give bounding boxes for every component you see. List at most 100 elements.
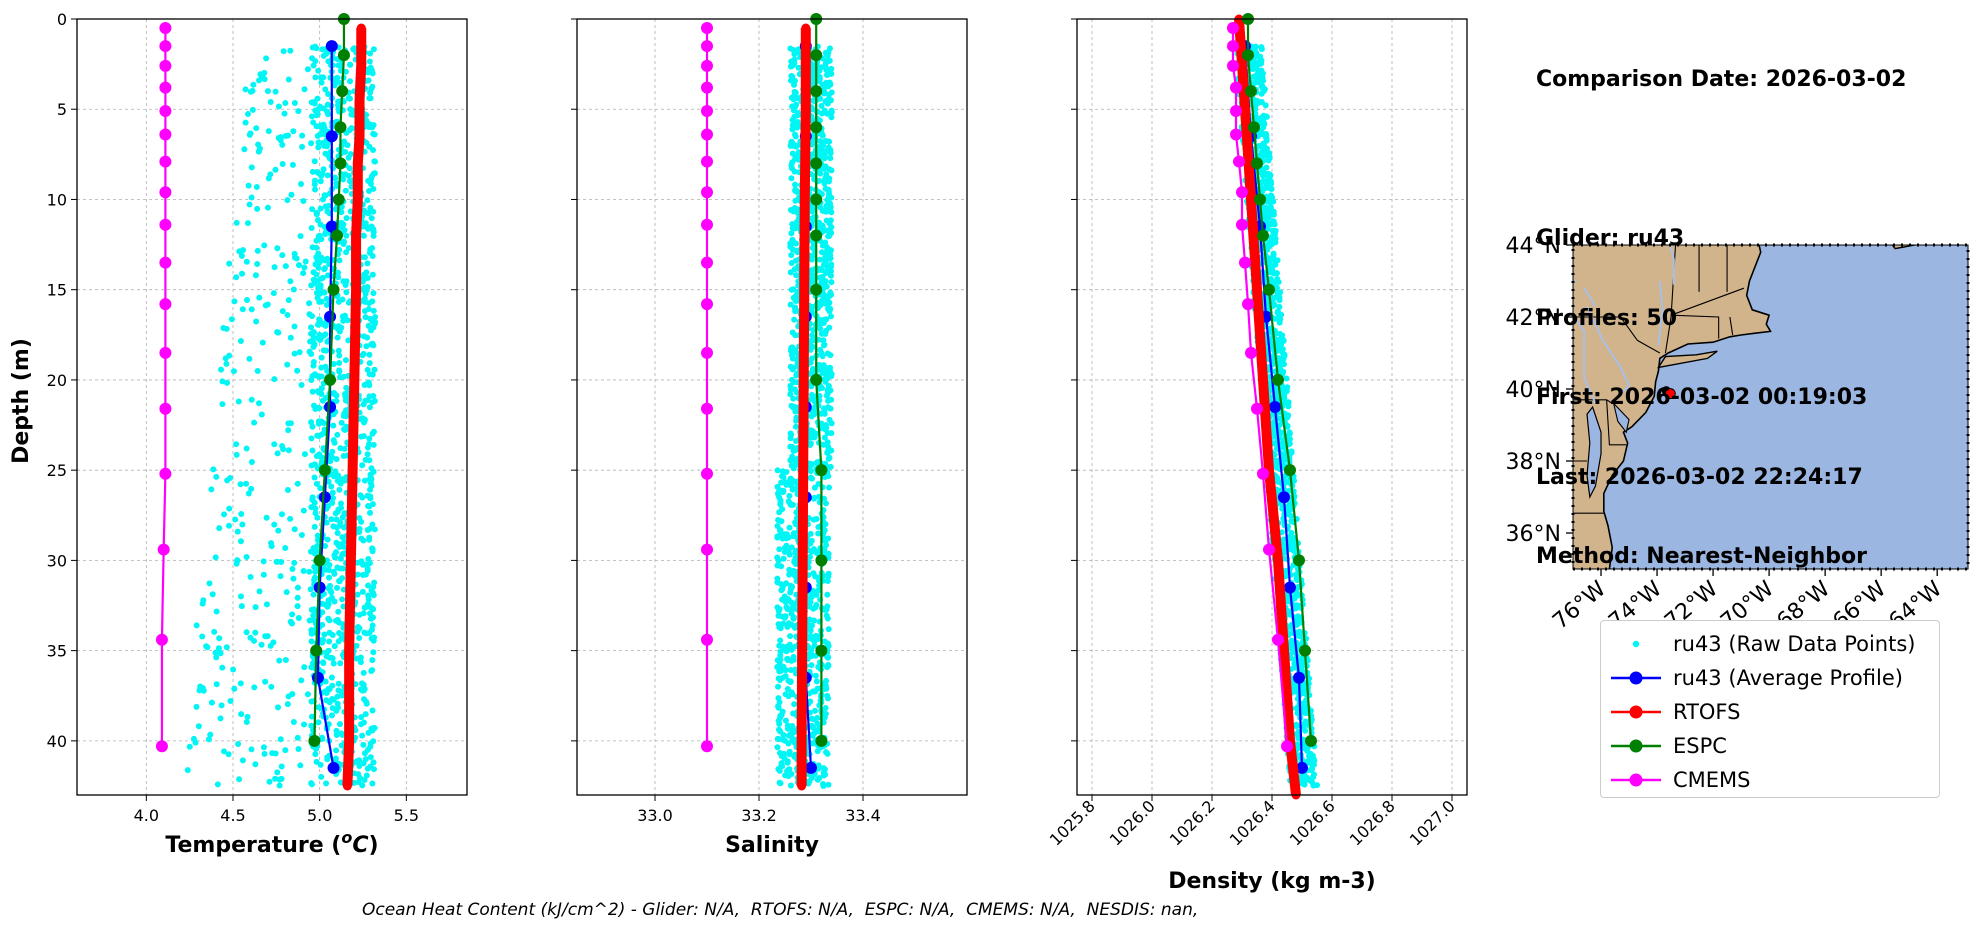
raw-data-point [336, 629, 343, 636]
raw-data-point [1297, 633, 1304, 640]
raw-data-point [369, 253, 376, 260]
series-line-rtofs [796, 28, 811, 786]
raw-data-point [328, 712, 335, 719]
raw-data-point [322, 566, 329, 573]
raw-data-point [1263, 205, 1270, 212]
chart-legend: ru43 (Raw Data Points) ru43 (Average Prof… [1600, 620, 1940, 798]
raw-data-point [327, 458, 334, 465]
raw-data-point [343, 289, 350, 296]
series-marker-cmems [701, 740, 713, 753]
raw-data-point [807, 530, 814, 537]
raw-data-point [792, 423, 799, 430]
series-marker-cmems [1227, 22, 1239, 35]
info-line: First: 2026-03-02 00:19:03 [1536, 385, 1868, 410]
raw-data-point [345, 337, 352, 344]
raw-data-point [819, 222, 826, 229]
raw-data-point [824, 265, 831, 272]
raw-data-point [243, 297, 250, 304]
raw-data-point [372, 158, 379, 165]
raw-data-point [783, 648, 790, 655]
raw-data-point [309, 206, 316, 213]
raw-data-point [213, 473, 220, 480]
raw-data-point [268, 683, 275, 690]
raw-data-point [340, 317, 347, 324]
raw-data-point [341, 524, 348, 531]
raw-data-point [336, 352, 343, 359]
raw-data-point [369, 83, 376, 90]
series-marker-cmems [1230, 81, 1242, 94]
series-marker-espc [337, 49, 350, 62]
raw-data-point [279, 141, 286, 148]
raw-data-point [313, 758, 320, 765]
raw-data-point [289, 611, 296, 618]
raw-data-point [360, 741, 367, 748]
raw-data-point [786, 750, 793, 757]
raw-data-point [357, 654, 364, 661]
raw-data-point [339, 313, 346, 320]
raw-data-point [370, 342, 377, 349]
raw-data-point [367, 615, 374, 622]
series-marker-cmems [159, 40, 172, 53]
raw-data-point [313, 123, 320, 130]
legend-item-raw: ru43 (Raw Data Points) [1601, 627, 1939, 661]
raw-data-point [290, 718, 297, 725]
raw-data-point [370, 121, 377, 128]
raw-data-point [212, 649, 219, 656]
raw-data-point [776, 527, 783, 534]
raw-data-point [333, 727, 340, 734]
series-marker-cmems [1227, 40, 1239, 53]
raw-data-point [1270, 218, 1277, 225]
raw-data-point [360, 232, 367, 239]
raw-data-point [260, 744, 267, 751]
raw-data-point [354, 559, 361, 566]
raw-data-point [809, 731, 816, 738]
raw-data-point [361, 777, 368, 784]
legend-item-glider: ru43 (Average Profile) [1601, 661, 1939, 695]
raw-data-point [184, 767, 191, 774]
raw-data-point [775, 766, 782, 773]
raw-data-point [347, 61, 354, 68]
raw-data-point [339, 596, 346, 603]
raw-data-point [199, 633, 206, 640]
raw-data-point [783, 531, 790, 538]
raw-data-point [361, 477, 368, 484]
raw-data-point [300, 507, 307, 514]
raw-data-point [334, 693, 341, 700]
raw-data-point [304, 66, 311, 73]
raw-data-point [370, 759, 377, 766]
series-marker-rtofs [348, 465, 358, 475]
raw-data-point [263, 514, 270, 521]
raw-data-point [355, 527, 362, 534]
raw-data-point [306, 568, 313, 575]
raw-data-point [331, 643, 338, 650]
raw-data-point [786, 551, 793, 558]
series-marker-cmems [159, 402, 172, 415]
raw-data-point [339, 731, 346, 738]
raw-data-point [1291, 684, 1298, 691]
raw-data-point [365, 306, 372, 313]
series-marker-glider [311, 671, 324, 684]
info-line: Method: Nearest-Neighbor [1536, 544, 1867, 569]
raw-data-point [330, 411, 337, 418]
series-marker-rtofs [1240, 104, 1250, 114]
raw-data-point [282, 747, 289, 754]
raw-data-point [226, 522, 233, 529]
raw-data-point [224, 477, 231, 484]
raw-data-point [272, 750, 279, 757]
raw-data-point [242, 119, 249, 126]
raw-data-point [308, 780, 315, 787]
raw-data-point [777, 714, 784, 721]
raw-data-point [1302, 727, 1309, 734]
raw-data-point [777, 728, 784, 735]
raw-data-point [360, 401, 367, 408]
x-tick-label: 1026.6 [1286, 796, 1339, 849]
series-marker-rtofs [1273, 555, 1283, 565]
raw-data-point [333, 180, 340, 187]
series-marker-espc [810, 229, 823, 242]
series-marker-rtofs [801, 104, 811, 114]
raw-data-point [235, 741, 242, 748]
raw-data-point [809, 343, 816, 350]
raw-data-point [251, 419, 258, 426]
raw-data-point [786, 481, 793, 488]
raw-data-point [338, 500, 345, 507]
